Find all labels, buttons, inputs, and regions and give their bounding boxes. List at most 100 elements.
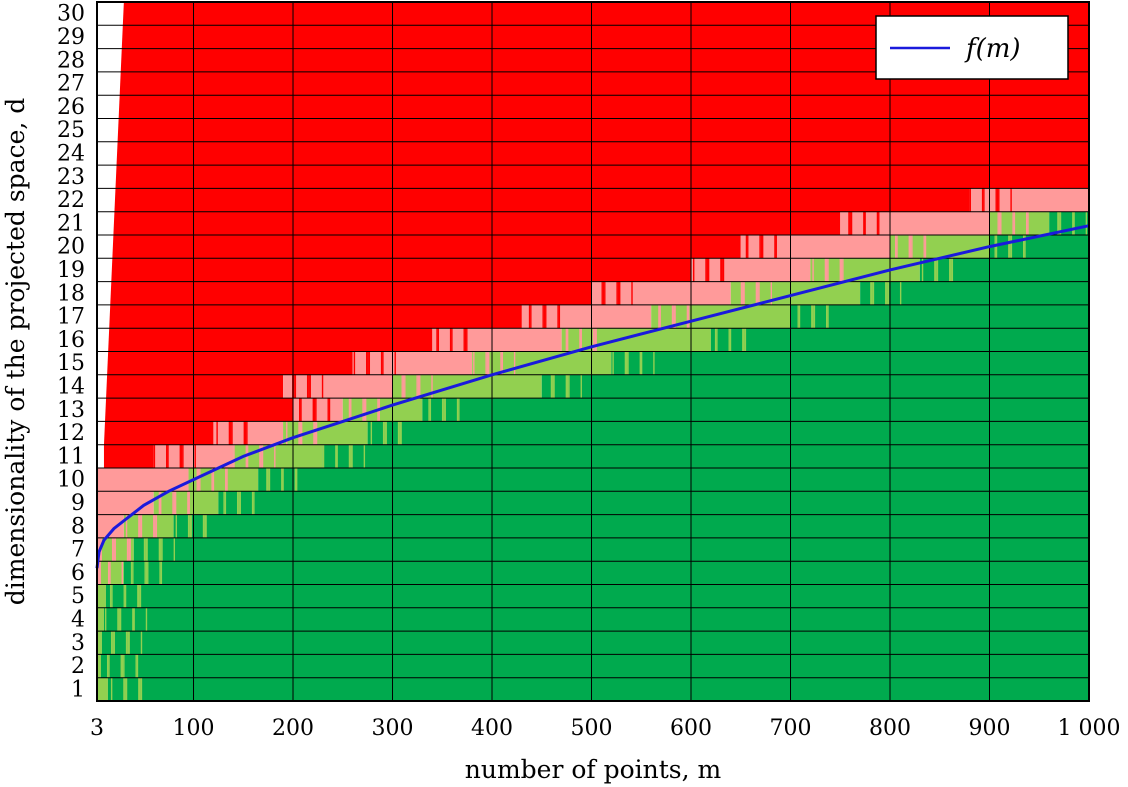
heatmap-streak (117, 607, 119, 632)
heatmap-streak (295, 468, 298, 492)
heatmap-streak (124, 584, 127, 608)
heatmap-streak (428, 398, 430, 422)
y-tick-label: 27 (57, 72, 85, 97)
heatmap-streak (153, 514, 155, 538)
y-tick-label: 13 (57, 398, 85, 423)
series-line-f-m (95, 224, 1090, 569)
heatmap-streak (308, 374, 310, 399)
y-tick-label: 4 (71, 607, 85, 632)
heatmap-streak (742, 328, 744, 352)
heatmap-cell-d20-red (103, 235, 741, 259)
heatmap-streak (936, 258, 939, 282)
heatmap-cell-d29-red (103, 25, 1089, 49)
heatmap-streak (1024, 235, 1026, 259)
heatmap-streak (486, 351, 489, 375)
heatmap-streak (983, 188, 985, 212)
heatmap-streak (759, 235, 761, 259)
heatmap-streak (924, 235, 927, 259)
heatmap-streak (182, 444, 184, 468)
heatmap-streak (485, 351, 487, 375)
x-tick-label: 3 (90, 716, 104, 741)
x-tick-label: 100 (173, 716, 215, 741)
heatmap-streak (742, 281, 744, 305)
heatmap-streak (111, 537, 114, 562)
heatmap-streak (934, 258, 936, 282)
heatmap-streak (401, 374, 403, 399)
heatmap-streak (300, 421, 303, 445)
heatmap-streak (579, 328, 581, 352)
heatmap-streak (130, 561, 133, 585)
heatmap-streak (714, 328, 717, 352)
heatmap-streak (839, 258, 842, 282)
heatmap-streak (113, 631, 115, 655)
heatmap-streak (167, 444, 169, 468)
heatmap-cell-d23-red (103, 165, 1089, 189)
heatmap-streak (385, 421, 387, 445)
heatmap-streak (132, 561, 134, 585)
y-tick-label: 9 (71, 491, 85, 516)
heatmap-streak (863, 211, 865, 235)
heatmap-streak (617, 281, 620, 305)
heatmap-streak (626, 351, 628, 375)
heatmap-cell-d15-red (103, 351, 353, 375)
heatmap-streak (740, 281, 743, 305)
heatmap-streak (161, 537, 163, 562)
heatmap-cell-d14-light_green (392, 374, 542, 399)
heatmap-streak (998, 188, 1000, 212)
heatmap-streak (813, 304, 816, 329)
heatmap-streak (528, 304, 531, 329)
heatmap-cell-d15-light_green (472, 351, 612, 375)
y-tick-label: 19 (57, 258, 85, 283)
heatmap-cell-d3-dark_green (101, 631, 1090, 655)
heatmap-streak (239, 491, 241, 515)
x-tick-label: 500 (571, 716, 613, 741)
heatmap-streak (120, 654, 122, 678)
heatmap-streak (722, 258, 725, 282)
heatmap-streak (895, 235, 897, 259)
heatmap-streak (659, 304, 661, 329)
heatmap-streak (261, 444, 264, 468)
heatmap-streak (300, 398, 302, 422)
heatmap-streak (827, 258, 829, 282)
heatmap-cell-d1-dark_green (107, 677, 1090, 701)
heatmap-streak (721, 258, 723, 282)
heatmap-streak (1008, 235, 1010, 259)
heatmap-streak (173, 537, 176, 562)
heatmap-cell-d19-dark_green (919, 258, 1089, 282)
heatmap-streak (997, 211, 999, 235)
heatmap-streak (230, 421, 232, 445)
heatmap-streak (350, 398, 352, 422)
heatmap-cell-d8-light_green (123, 514, 174, 538)
heatmap-streak (204, 514, 206, 538)
heatmap-streak (812, 304, 814, 329)
heatmap-cell-d18-red (103, 281, 592, 305)
heatmap-streak (143, 537, 146, 562)
heatmap-streak (187, 491, 189, 515)
heatmap-streak (416, 374, 418, 399)
y-tick-label: 20 (57, 235, 85, 260)
heatmap-cell-d5-dark_green (105, 584, 1090, 608)
heatmap-streak (299, 398, 301, 422)
heatmap-streak (236, 491, 239, 515)
heatmap-streak (135, 654, 137, 678)
heatmap-streak (770, 281, 773, 305)
heatmap-streak (878, 211, 880, 235)
heatmap-cell-d14-light_red (283, 374, 393, 399)
heatmap-cell-d7-dark_green (133, 537, 1089, 562)
heatmap-streak (125, 677, 128, 701)
x-tick-label: 700 (770, 716, 812, 741)
heatmap-streak (327, 398, 329, 422)
heatmap-streak (244, 421, 247, 445)
heatmap-streak (921, 258, 924, 282)
heatmap-streak (451, 328, 453, 352)
heatmap-streak (876, 211, 879, 235)
heatmap-streak (935, 258, 937, 282)
heatmap-cell-d5-light_green (97, 584, 106, 608)
heatmap-streak (129, 537, 131, 562)
heatmap-cell-d2-dark_green (100, 654, 1090, 678)
empty-wedge (97, 2, 124, 445)
heatmap-cell-d20-light_red (740, 235, 891, 259)
heatmap-cell-d10-dark_green (258, 468, 1089, 492)
heatmap-streak (225, 468, 227, 492)
heatmap-streak (436, 328, 438, 352)
